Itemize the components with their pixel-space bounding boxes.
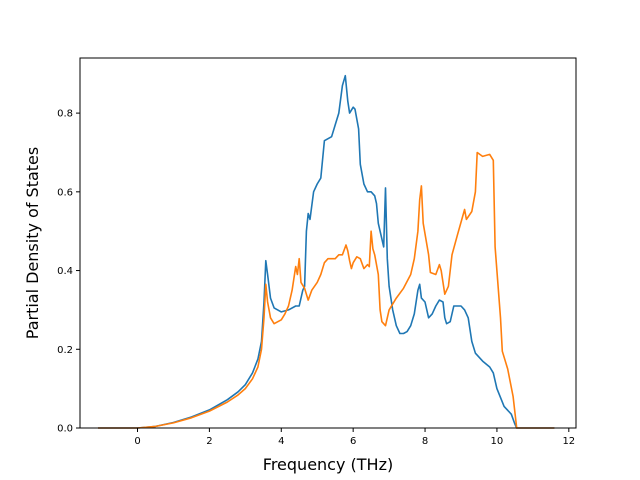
x-tick-label: 2 [206, 436, 212, 447]
y-axis-label: Partial Density of States [23, 147, 42, 339]
x-tick-label: 12 [562, 436, 575, 447]
y-tick-label: 0.8 [57, 109, 73, 120]
series-layer [98, 74, 555, 429]
x-tick-label: 8 [422, 436, 428, 447]
plot-frame [79, 57, 577, 429]
x-axis: 0 2 4 6 8 10 12 [134, 428, 575, 447]
series-line-1 [98, 74, 555, 429]
y-tick-label: 0.6 [57, 187, 73, 198]
series-line-2 [98, 151, 555, 429]
x-axis-label: Frequency (THz) [263, 455, 393, 474]
y-tick-label: 0.0 [57, 424, 73, 435]
x-tick-label: 4 [278, 436, 284, 447]
y-axis: 0.0 0.2 0.4 0.6 0.8 [57, 109, 80, 435]
y-tick-label: 0.4 [57, 266, 73, 277]
x-tick-label: 0 [134, 436, 140, 447]
x-tick-label: 6 [350, 436, 356, 447]
y-tick-label: 0.2 [57, 345, 73, 356]
x-tick-label: 10 [491, 436, 504, 447]
